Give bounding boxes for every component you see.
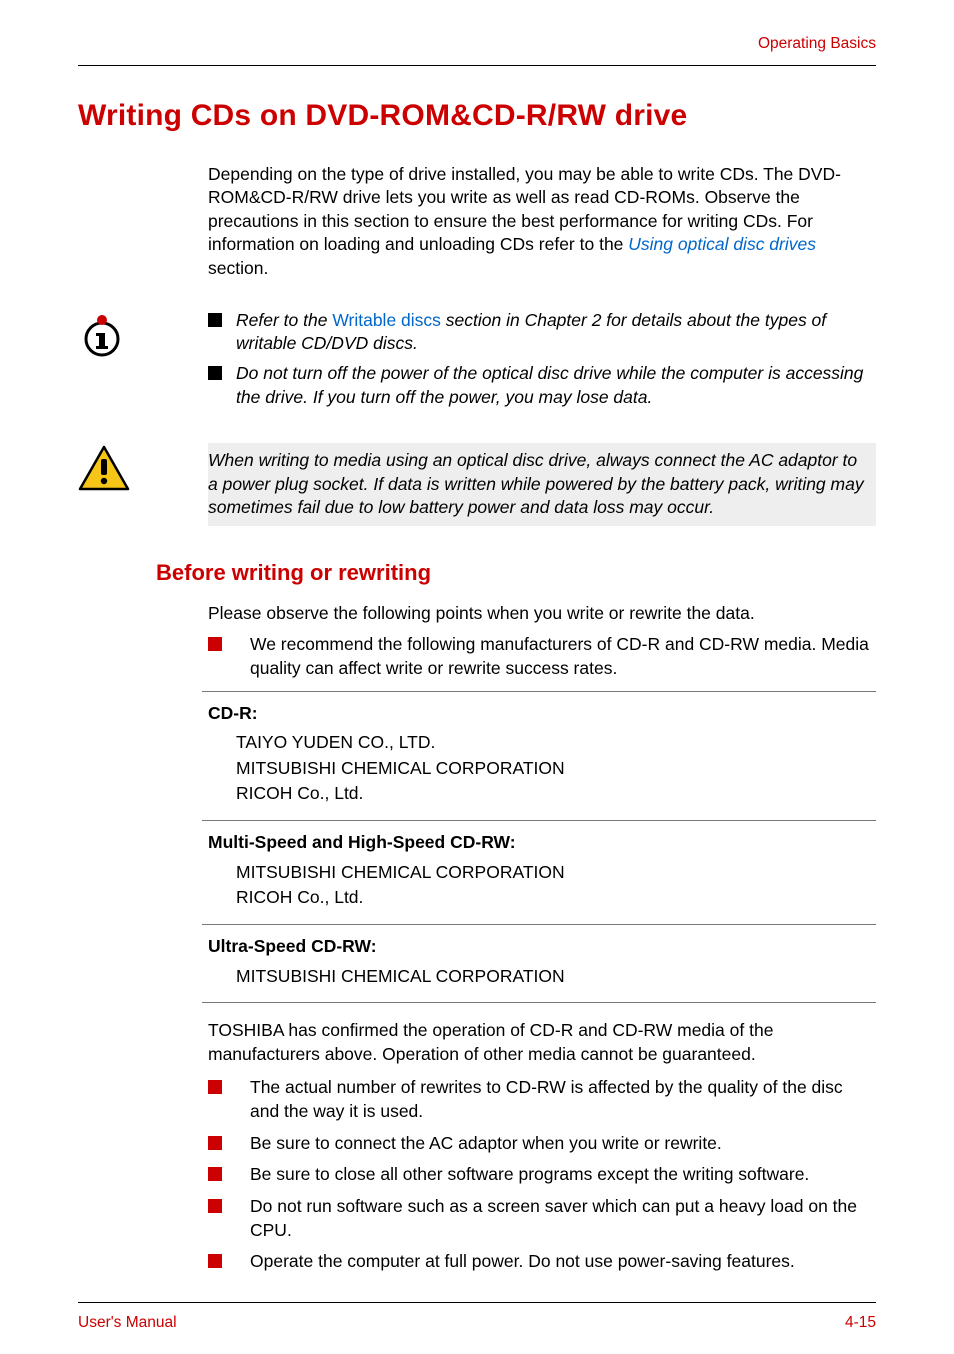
- bullet-icon: [208, 366, 222, 380]
- media-row-cdrw: Multi-Speed and High-Speed CD-RW: MITSUB…: [202, 820, 876, 924]
- page-footer: User's Manual 4-15: [78, 1302, 876, 1354]
- media-item: MITSUBISHI CHEMICAL CORPORATION: [236, 965, 876, 989]
- bullet-icon: [208, 313, 222, 327]
- media-row-cdr: CD-R: TAIYO YUDEN CO., LTD. MITSUBISHI C…: [202, 691, 876, 821]
- media-item: RICOH Co., Ltd.: [236, 782, 876, 806]
- info-bullet-1-pre: Refer to the: [236, 310, 332, 330]
- page-title: Writing CDs on DVD-ROM&CD-R/RW drive: [78, 96, 876, 137]
- media-heading: Multi-Speed and High-Speed CD-RW:: [208, 831, 876, 855]
- list-item-text: The actual number of rewrites to CD-RW i…: [250, 1076, 876, 1123]
- footer-left: User's Manual: [78, 1313, 177, 1334]
- header-section-link[interactable]: Operating Basics: [758, 34, 876, 55]
- media-item: MITSUBISHI CHEMICAL CORPORATION: [236, 861, 876, 885]
- bullet-icon: [208, 637, 222, 651]
- list-item-text: Be sure to connect the AC adaptor when y…: [250, 1132, 722, 1156]
- media-item: MITSUBISHI CHEMICAL CORPORATION: [236, 757, 876, 781]
- list-item-text: Do not run software such as a screen sav…: [250, 1195, 876, 1242]
- list-item: Do not run software such as a screen sav…: [208, 1195, 876, 1242]
- list-item: The actual number of rewrites to CD-RW i…: [208, 1076, 876, 1123]
- list-item: Be sure to close all other software prog…: [208, 1163, 876, 1187]
- recommend-bullet: We recommend the following manufacturers…: [208, 633, 876, 680]
- warning-icon: [78, 443, 138, 491]
- after-table-note: TOSHIBA has confirmed the operation of C…: [208, 1019, 876, 1066]
- info-icon: [78, 309, 138, 359]
- media-heading: CD-R:: [208, 702, 876, 726]
- bullet-icon: [208, 1254, 222, 1268]
- footer-right: 4-15: [845, 1313, 876, 1334]
- intro-text-after: section.: [208, 258, 268, 278]
- intro-paragraph: Depending on the type of drive installed…: [208, 163, 876, 281]
- warning-callout: When writing to media using an optical d…: [78, 443, 876, 526]
- media-heading: Ultra-Speed CD-RW:: [208, 935, 876, 959]
- list-item: Be sure to connect the AC adaptor when y…: [208, 1132, 876, 1156]
- bullet-icon: [208, 1136, 222, 1150]
- page-header: Operating Basics: [78, 28, 876, 66]
- media-row-ultra: Ultra-Speed CD-RW: MITSUBISHI CHEMICAL C…: [202, 924, 876, 1003]
- section2-intro: Please observe the following points when…: [208, 602, 876, 626]
- bullet-icon: [208, 1199, 222, 1213]
- section-title-before-writing: Before writing or rewriting: [156, 558, 876, 588]
- list-item-text: Operate the computer at full power. Do n…: [250, 1250, 795, 1274]
- info-bullet-1-link[interactable]: Writable discs: [332, 310, 441, 330]
- recommend-text: We recommend the following manufacturers…: [250, 633, 876, 680]
- info-bullet-2: Do not turn off the power of the optical…: [208, 362, 876, 409]
- info-bullet-1: Refer to the Writable discs section in C…: [208, 309, 876, 356]
- list-item: Operate the computer at full power. Do n…: [208, 1250, 876, 1274]
- media-table: CD-R: TAIYO YUDEN CO., LTD. MITSUBISHI C…: [202, 691, 876, 1004]
- bullet-icon: [208, 1167, 222, 1181]
- intro-link[interactable]: Using optical disc drives: [628, 234, 816, 254]
- info-callout: Refer to the Writable discs section in C…: [78, 309, 876, 416]
- media-item: RICOH Co., Ltd.: [236, 886, 876, 910]
- warning-text: When writing to media using an optical d…: [208, 443, 876, 526]
- media-item: TAIYO YUDEN CO., LTD.: [236, 731, 876, 755]
- bullet-icon: [208, 1080, 222, 1094]
- list-item-text: Be sure to close all other software prog…: [250, 1163, 809, 1187]
- precaution-list: The actual number of rewrites to CD-RW i…: [208, 1076, 876, 1273]
- info-bullet-2-text: Do not turn off the power of the optical…: [236, 362, 876, 409]
